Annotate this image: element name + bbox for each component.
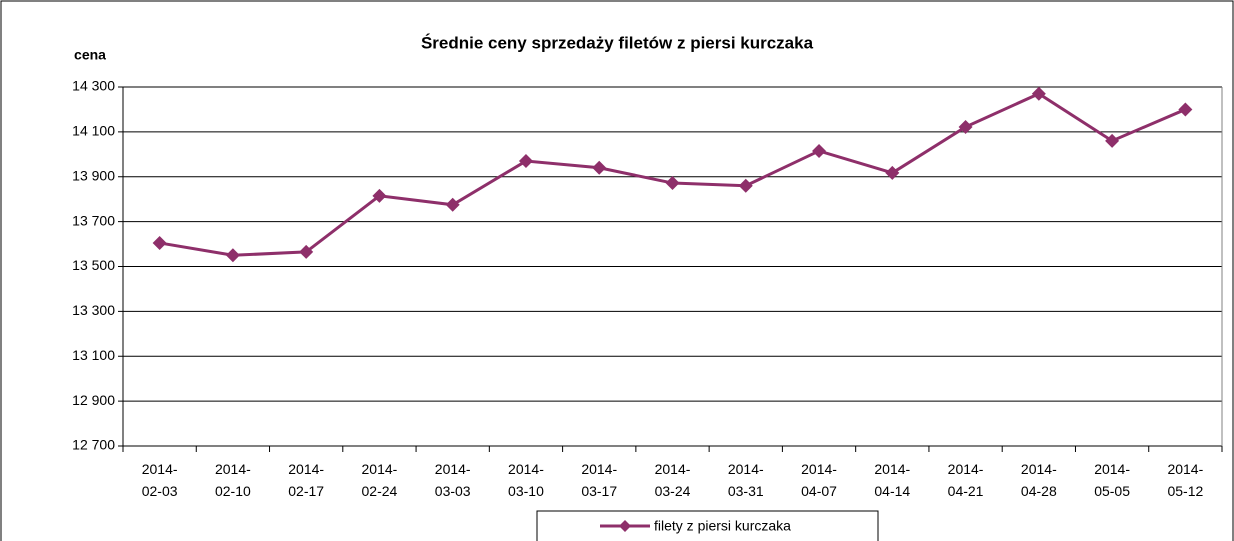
point-marker: [958, 119, 973, 134]
x-tick-label: 2014-05-05: [1094, 461, 1130, 499]
legend-box: [536, 510, 879, 541]
x-tick-label: 2014-03-17: [581, 461, 618, 499]
y-tick-label: 12 900: [72, 392, 115, 408]
point-marker: [665, 176, 680, 191]
point-marker: [372, 188, 387, 203]
x-tick-label: 2014-04-14: [874, 461, 911, 499]
legend-label: filety z piersi kurczaka: [654, 518, 791, 534]
y-tick-label: 12 700: [72, 437, 115, 453]
point-marker: [152, 235, 167, 250]
x-tick-label: 2014-02-03: [141, 461, 178, 499]
y-tick-label: 14 300: [72, 78, 115, 94]
y-tick-label: 14 100: [72, 123, 115, 139]
x-tick-label: 2014-03-03: [434, 461, 471, 499]
point-marker: [592, 160, 607, 175]
y-tick-label: 13 100: [72, 347, 115, 363]
y-tick-label: 13 700: [72, 212, 115, 228]
x-tick-label: 2014-03-10: [508, 461, 544, 499]
x-tick-label: 2014-04-28: [1020, 461, 1057, 499]
point-marker: [299, 244, 314, 259]
point-marker: [445, 197, 460, 212]
point-marker: [738, 178, 753, 193]
x-tick-label: 2014-03-31: [727, 461, 764, 499]
y-tick-label: 13 500: [72, 257, 115, 273]
point-marker: [1031, 86, 1046, 101]
y-tick-label: 13 900: [72, 167, 115, 183]
y-tick-label: 13 300: [72, 302, 115, 318]
legend-marker: [619, 520, 631, 532]
point-marker: [225, 248, 240, 263]
chart-title: Średnie ceny sprzedaży filetów z piersi …: [421, 33, 814, 52]
x-tick-label: 2014-02-24: [361, 461, 398, 499]
point-marker: [1105, 133, 1120, 148]
point-marker: [1178, 102, 1193, 117]
y-axis-label: cena: [74, 47, 106, 63]
x-tick-label: 2014-02-10: [214, 461, 251, 499]
series-line: [159, 92, 1186, 257]
x-tick-label: 2014-03-24: [654, 461, 691, 499]
x-tick-label: 2014-02-17: [288, 461, 325, 499]
point-marker: [812, 143, 827, 158]
point-marker: [885, 165, 900, 180]
point-marker: [518, 154, 533, 169]
x-tick-label: 2014-05-12: [1167, 461, 1204, 499]
x-tick-label: 2014-04-07: [801, 461, 837, 499]
x-tick-label: 2014-04-21: [947, 461, 984, 499]
